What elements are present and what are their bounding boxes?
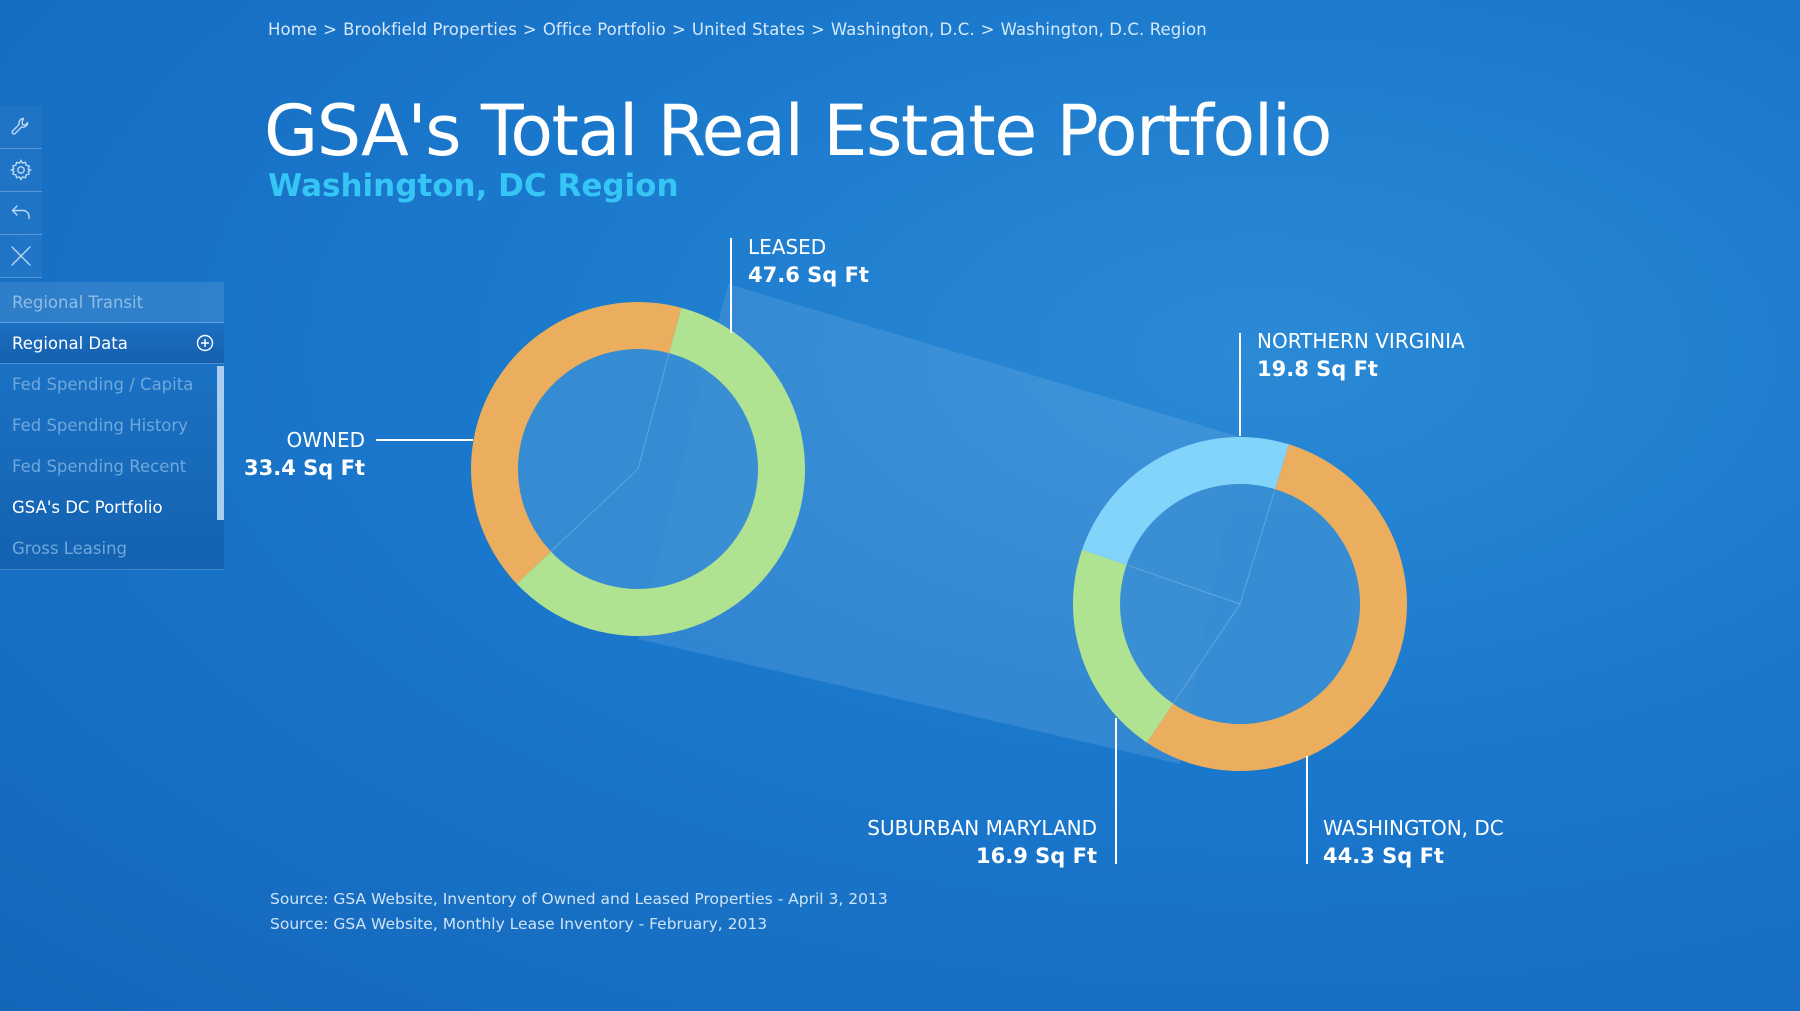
page-subtitle: Washington, DC Region — [268, 168, 679, 204]
donut-leased-slice-northern-virginia — [1082, 437, 1289, 565]
gear-icon — [9, 159, 33, 181]
breadcrumb-separator: > — [323, 20, 338, 39]
breadcrumb: Home > Brookfield Properties > Office Portfo… — [268, 20, 1207, 39]
breadcrumb-united-states[interactable]: United States — [691, 20, 805, 39]
label-owned-name: OWNED — [286, 428, 365, 452]
wrench-icon — [11, 117, 29, 135]
donut-leased-divider — [1239, 489, 1276, 605]
breadcrumb-separator: > — [671, 20, 686, 39]
label-leased-name: LEASED — [748, 235, 826, 259]
menu-section-label: Regional Data — [12, 334, 128, 353]
label-northern-virginia-name: NORTHERN VIRGINIA — [1257, 329, 1465, 353]
breadcrumb-separator: > — [810, 20, 825, 39]
breadcrumb-washington-dc[interactable]: Washington, D.C. — [830, 20, 975, 39]
donut-leased-divider — [1172, 603, 1241, 704]
menu-item-fed-spending-capita[interactable]: Fed Spending / Capita — [12, 375, 194, 394]
donut-portfolio-divider — [550, 468, 639, 552]
submenu-scrollbar[interactable] — [217, 366, 224, 520]
label-washington-dc-name: WASHINGTON, DC — [1323, 816, 1504, 840]
menu-section-regional-data[interactable]: Regional Data — [0, 323, 224, 364]
breadcrumb-separator: > — [522, 20, 537, 39]
breadcrumb-separator: > — [980, 20, 995, 39]
undo-icon — [11, 205, 30, 220]
label-suburban-maryland-value: 16.9 Sq Ft — [976, 844, 1097, 868]
menu-item-gross-leasing[interactable]: Gross Leasing — [12, 539, 128, 558]
donut-leased-slice-suburban-maryland — [1072, 549, 1174, 743]
breadcrumb-office-portfolio[interactable]: Office Portfolio — [542, 20, 666, 39]
label-washington-dc-value: 44.3 Sq Ft — [1323, 844, 1444, 868]
side-menu: Regional Transit Regional Data Fed Spend… — [0, 282, 224, 570]
donut-portfolio-slice-owned — [471, 302, 682, 584]
donut-leased-divider — [1126, 564, 1241, 605]
donut-portfolio-center — [518, 349, 758, 589]
plus-circle-icon[interactable] — [196, 334, 214, 352]
submenu: Fed Spending / Capita Fed Spending Histo… — [0, 364, 224, 570]
donut-leased-slice-washington-dc — [1146, 444, 1407, 772]
menu-item-fed-spending-history[interactable]: Fed Spending History — [12, 416, 188, 435]
donut-portfolio-slice-leased — [516, 307, 805, 636]
breadcrumb-home[interactable]: Home — [268, 20, 318, 39]
donut-leased-center — [1120, 484, 1360, 724]
source-note-2: Source: GSA Website, Monthly Lease Inven… — [270, 915, 768, 933]
menu-item-fed-spending-recent[interactable]: Fed Spending Recent — [12, 457, 187, 476]
source-note-1: Source: GSA Website, Inventory of Owned … — [270, 890, 888, 908]
breadcrumb-brookfield-properties[interactable]: Brookfield Properties — [343, 20, 517, 39]
label-leased-value: 47.6 Sq Ft — [748, 263, 869, 287]
settings-button[interactable] — [0, 149, 42, 192]
close-icon — [11, 246, 31, 266]
label-owned-value: 33.4 Sq Ft — [244, 456, 365, 480]
toolbar — [0, 106, 42, 278]
undo-button[interactable] — [0, 192, 42, 235]
label-suburban-maryland-name: SUBURBAN MARYLAND — [867, 816, 1097, 840]
menu-item-regional-transit[interactable]: Regional Transit — [0, 282, 224, 323]
label-northern-virginia-value: 19.8 Sq Ft — [1257, 357, 1378, 381]
breadcrumb-washington-dc-region[interactable]: Washington, D.C. Region — [1000, 20, 1207, 39]
close-button[interactable] — [0, 235, 42, 278]
donut-portfolio-divider — [637, 352, 670, 470]
page-title: GSA's Total Real Estate Portfolio — [264, 90, 1332, 172]
menu-item-gsa-dc-portfolio[interactable]: GSA's DC Portfolio — [12, 498, 163, 517]
wrench-button[interactable] — [0, 106, 42, 149]
